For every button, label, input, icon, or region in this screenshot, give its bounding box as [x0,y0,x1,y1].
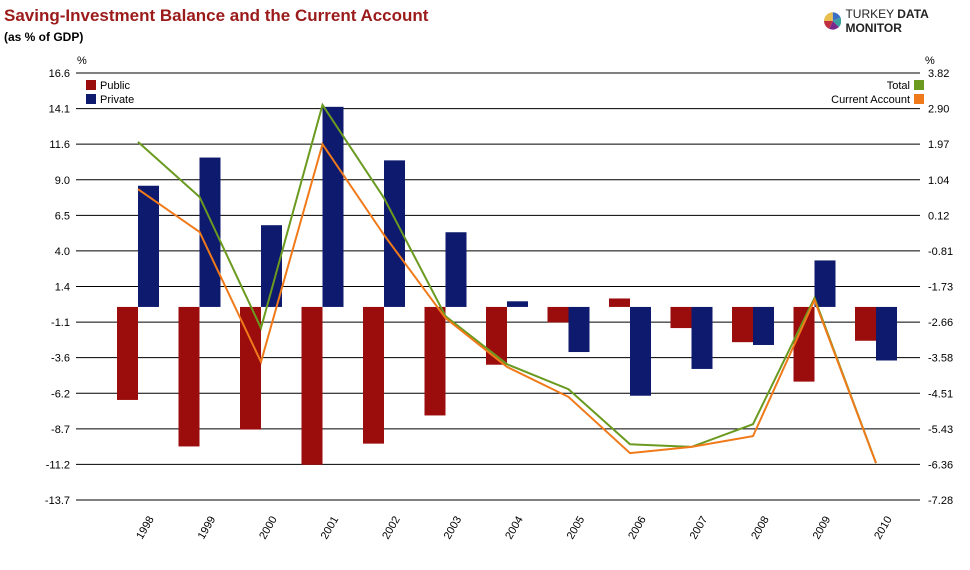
bar-public [732,306,753,343]
bar-private [507,301,528,307]
bar-private [384,160,405,307]
chart-title: Saving-Investment Balance and the Curren… [4,6,429,25]
left-tick-label: 6.5 [55,210,70,222]
logo-text-light: TURKEY [845,7,894,21]
right-tick-label: -2.66 [928,317,953,329]
bar-public [855,306,876,341]
bar-private [630,306,651,396]
right-tick-label: 2.90 [928,104,949,116]
bar-public [240,306,261,430]
right-tick-label: -5.43 [928,424,953,436]
x-tick-label: 2004 [503,514,526,541]
bar-private [445,232,467,307]
legend-label-public: Public [100,80,130,92]
legend-swatch-current-account [914,94,924,104]
left-tick-label: 16.6 [49,68,70,80]
x-tick-label: 2005 [565,514,588,541]
bar-public [117,306,138,400]
legend-label-private: Private [100,94,134,106]
line-current-account [137,141,877,464]
bar-private [199,157,221,307]
bar-public [670,306,692,329]
bar-private [261,225,282,307]
bar-public [793,306,815,382]
right-tick-label: 1.97 [928,139,949,151]
legend-swatch-public [86,80,96,90]
legend-label-total: Total [887,80,910,92]
left-tick-label: -1.1 [51,317,70,329]
line-total [137,102,877,464]
right-tick-label: 0.12 [928,210,949,222]
left-tick-label: -8.7 [51,424,70,436]
left-tick-label: 1.4 [55,282,70,294]
right-axis-label: % [925,55,935,67]
x-tick-label: 1999 [196,514,219,541]
left-tick-label: 11.6 [49,139,70,151]
legend-swatch-total [914,80,924,90]
left-tick-label: 4.0 [55,246,70,258]
left-tick-label: -3.6 [51,353,70,365]
legend-right: Total Current Account [831,80,924,106]
chart-subtitle: (as % of GDP) [4,30,84,44]
bar-private [322,106,344,307]
bar-public [363,306,384,444]
bar-private [814,260,836,307]
left-tick-label: -13.7 [45,495,70,507]
x-tick-label: 2003 [442,514,465,541]
x-tick-label: 2001 [319,514,342,541]
right-tick-label: -0.81 [928,246,953,258]
right-tick-label: 1.04 [928,175,949,187]
bar-public [424,306,446,416]
bar-private [753,306,774,345]
legend-label-current-account: Current Account [831,94,910,106]
right-tick-label: -4.51 [928,388,953,400]
left-tick-label: -11.2 [46,459,70,471]
logo: TURKEY DATA MONITOR [824,7,970,35]
pie-logo-icon [824,12,842,30]
left-axis-label: % [77,55,87,67]
x-tick-label: 2000 [257,514,280,541]
left-tick-label: 14.1 [49,104,70,116]
left-tick-label: 9.0 [55,175,70,187]
x-tick-label: 2009 [811,514,834,541]
x-tick-label: 1998 [134,514,157,541]
bar-private [691,306,713,369]
bar-public [178,306,200,447]
x-tick-label: 2002 [380,514,403,541]
legend-swatch-private [86,94,96,104]
x-tick-label: 2010 [872,514,895,541]
left-tick-label: -6.2 [51,388,70,400]
bar-public [301,306,323,465]
right-tick-label: -6.36 [928,459,953,471]
x-tick-label: 2007 [688,514,711,541]
legend-left: Public Private [86,80,134,106]
bar-private [876,306,897,361]
x-tick-label: 2008 [749,514,772,541]
right-tick-label: -1.73 [928,282,953,294]
bar-private [138,185,159,307]
bar-private [568,306,590,353]
logo-text-bold: DATA MONITOR [845,7,929,35]
right-tick-label: 3.82 [928,68,949,80]
right-tick-label: -7.28 [928,495,953,507]
bar-public [547,306,569,323]
bar-public [609,298,630,307]
x-tick-label: 2006 [626,514,649,541]
right-tick-label: -3.58 [928,353,953,365]
bar-public [486,306,507,365]
